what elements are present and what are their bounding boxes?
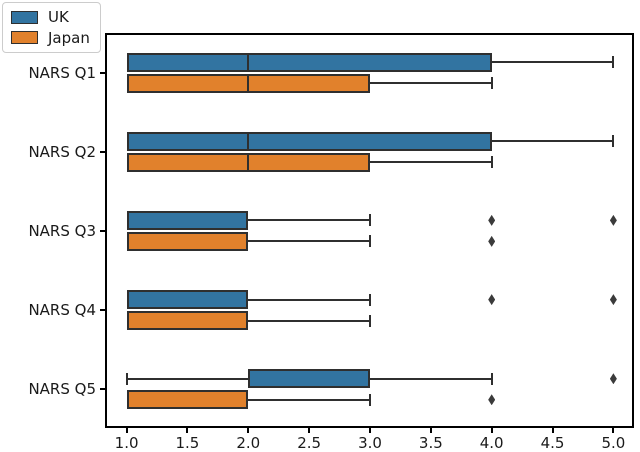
x-tick-label: 3.5 [418,434,443,452]
y-tick-label: NARS Q3 [28,221,96,240]
outlier-diamond-uk-nars-q4 [488,294,496,306]
whisker-cap-uk-nars-q5 [125,372,128,385]
whisker-uk-nars-q5 [370,377,492,380]
legend: UK Japan [2,2,101,53]
plot-frame [105,33,634,428]
x-tick-label: 1.5 [175,434,200,452]
whisker-uk-nars-q5 [126,377,249,380]
outlier-diamond-uk-nars-q4 [609,294,617,306]
x-tick [125,428,128,433]
x-tick-label: 5.0 [601,434,626,452]
x-tick [490,428,493,433]
box-uk-nars-q2 [126,131,492,151]
whisker-uk-nars-q4 [248,298,370,301]
whisker-cap-japan-nars-q4 [369,314,371,327]
whisker-cap-uk-nars-q4 [369,293,371,306]
y-tick-label: NARS Q1 [28,63,96,82]
whisker-cap-uk-nars-q5 [490,372,493,385]
box-japan-nars-q3 [126,231,249,251]
y-tick-label: NARS Q2 [28,142,96,161]
median-line-uk-nars-q1 [247,52,250,72]
x-tick-label: 3.0 [358,434,382,452]
whisker-uk-nars-q1 [491,61,614,63]
whisker-cap-uk-nars-q1 [612,56,615,68]
whisker-japan-nars-q4 [248,319,370,322]
x-tick [308,428,311,433]
x-tick [369,428,371,433]
box-japan-nars-q5 [126,390,249,410]
x-tick-label: 2.0 [236,434,261,452]
box-uk-nars-q4 [126,290,249,310]
y-tick [100,388,105,391]
whisker-cap-japan-nars-q1 [490,77,493,89]
y-tick [100,309,105,312]
legend-label-uk: UK [48,8,69,26]
y-tick [100,71,105,74]
y-tick-label: NARS Q4 [28,301,96,320]
legend-item-uk: UK [11,9,90,26]
x-tick [612,428,615,433]
x-tick [551,428,554,433]
x-tick [429,428,432,433]
whisker-cap-japan-nars-q2 [490,156,493,169]
y-tick-label: NARS Q5 [28,380,96,399]
legend-label-japan: Japan [48,28,90,47]
whisker-uk-nars-q3 [248,219,370,222]
whisker-japan-nars-q2 [370,161,492,164]
outlier-diamond-uk-nars-q3 [609,214,617,226]
whisker-japan-nars-q5 [248,398,370,401]
outlier-diamond-uk-nars-q3 [488,214,496,226]
y-tick [100,150,105,153]
box-japan-nars-q4 [126,311,249,331]
legend-swatch-uk [11,10,38,24]
whisker-japan-nars-q3 [248,240,370,243]
x-tick [247,428,250,433]
box-uk-nars-q1 [126,52,492,72]
legend-item-japan: Japan [11,28,90,47]
median-line-japan-nars-q1 [247,73,250,93]
whisker-cap-uk-nars-q2 [612,135,615,148]
outlier-diamond-uk-nars-q5 [609,373,617,385]
whisker-japan-nars-q1 [370,82,492,84]
whisker-cap-uk-nars-q3 [369,214,371,227]
legend-swatch-japan [11,31,38,45]
box-uk-nars-q5 [248,369,370,389]
x-tick-label: 4.0 [479,434,504,452]
median-line-uk-nars-q2 [247,131,250,151]
x-tick [186,428,189,433]
y-tick [100,229,105,232]
x-tick-label: 4.5 [540,434,565,452]
median-line-japan-nars-q2 [247,152,250,172]
whisker-cap-japan-nars-q3 [369,235,371,248]
x-tick-label: 2.5 [297,434,322,452]
whisker-cap-japan-nars-q5 [369,393,371,406]
box-uk-nars-q3 [126,210,249,230]
whisker-uk-nars-q2 [491,140,614,143]
outlier-diamond-japan-nars-q3 [488,235,496,247]
x-tick-label: 1.0 [114,434,139,452]
outlier-diamond-japan-nars-q5 [488,394,496,406]
